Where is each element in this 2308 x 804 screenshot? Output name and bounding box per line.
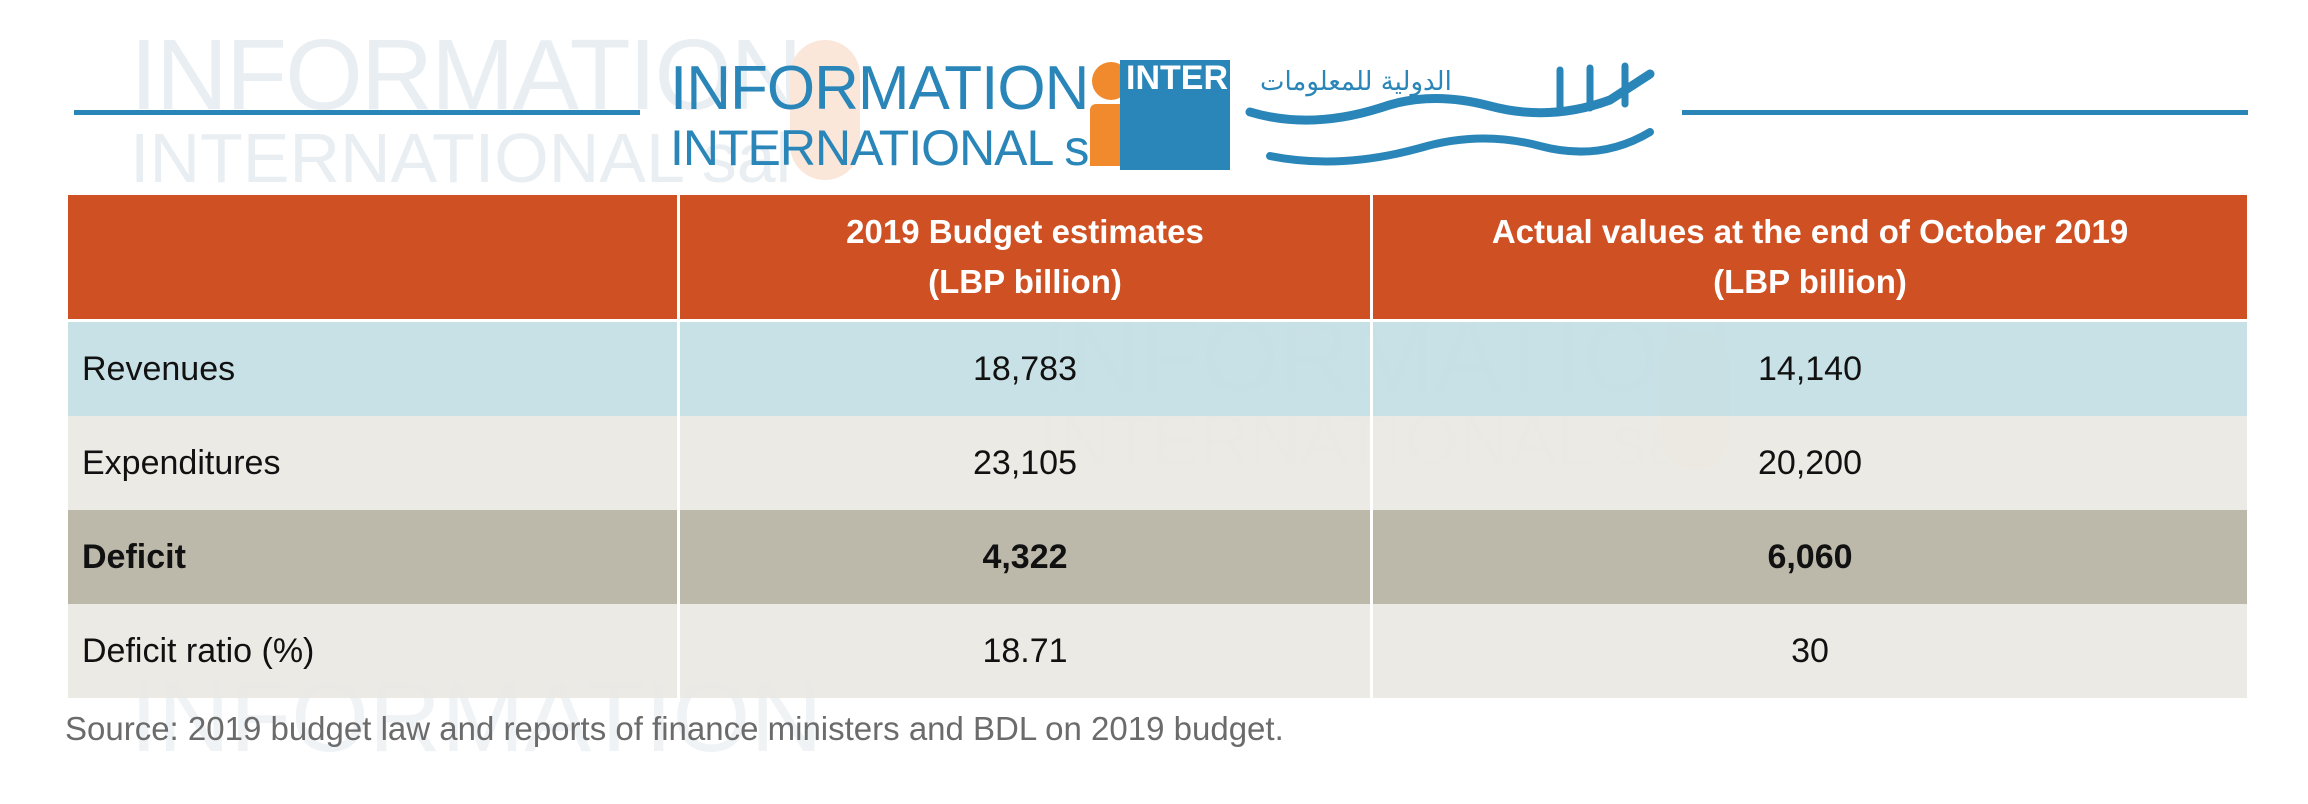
- row-label: Deficit: [65, 510, 680, 604]
- source-note: Source: 2019 budget law and reports of f…: [65, 710, 1284, 747]
- row-label: Expenditures: [65, 416, 680, 510]
- row-actual-value: 14,140: [1370, 320, 2250, 416]
- table-header-row: 2019 Budget estimates (LBP billion) Actu…: [65, 195, 2250, 322]
- row-budget-value: 4,322: [677, 510, 1373, 604]
- company-logo: INFORMATION INTERNATIONAL sal INTERNATIO…: [660, 56, 1680, 176]
- header-rule-right: [1682, 110, 2248, 115]
- table-row-revenues: Revenues 18,783 14,140: [65, 320, 2250, 416]
- header-actual-title: Actual values at the end of October 2019: [1491, 213, 2129, 250]
- header-rule-left: [74, 110, 640, 115]
- logo-line1: INFORMATION: [670, 54, 1089, 123]
- table-row-deficit-ratio: Deficit ratio (%) 18.71 30: [65, 604, 2250, 698]
- header-cell-actual: Actual values at the end of October 2019…: [1370, 195, 2250, 322]
- logo-box-text: INTERNATIONAL: [1126, 60, 1230, 97]
- logo-line2: INTERNATIONAL sal: [670, 120, 1126, 176]
- row-actual-value: 20,200: [1370, 416, 2250, 510]
- header-cell-budget: 2019 Budget estimates (LBP billion): [677, 195, 1373, 322]
- logo-wordmark: INFORMATION INTERNATIONAL sal: [670, 54, 1126, 176]
- header-budget-unit: (LBP billion): [928, 263, 1122, 300]
- logo-arabic-text: الدولية للمعلومات: [1260, 67, 1452, 97]
- logo-arabic-calligraphy-icon: الدولية للمعلومات: [1245, 62, 1655, 166]
- logo-box: INTERNATIONAL: [1120, 60, 1230, 170]
- row-actual-value: 6,060: [1370, 510, 2250, 604]
- row-label: Deficit ratio (%): [65, 604, 680, 698]
- row-budget-value: 23,105: [677, 416, 1373, 510]
- row-actual-value: 30: [1370, 604, 2250, 698]
- header-cell-empty: [65, 195, 680, 322]
- row-label: Revenues: [65, 320, 680, 416]
- budget-table: 2019 Budget estimates (LBP billion) Actu…: [65, 195, 2250, 698]
- row-budget-value: 18.71: [677, 604, 1373, 698]
- header-budget-title: 2019 Budget estimates: [846, 213, 1204, 250]
- row-budget-value: 18,783: [677, 320, 1373, 416]
- header-actual-unit: (LBP billion): [1713, 263, 1907, 300]
- table-row-expenditures: Expenditures 23,105 20,200: [65, 416, 2250, 510]
- table-row-deficit: Deficit 4,322 6,060: [65, 510, 2250, 604]
